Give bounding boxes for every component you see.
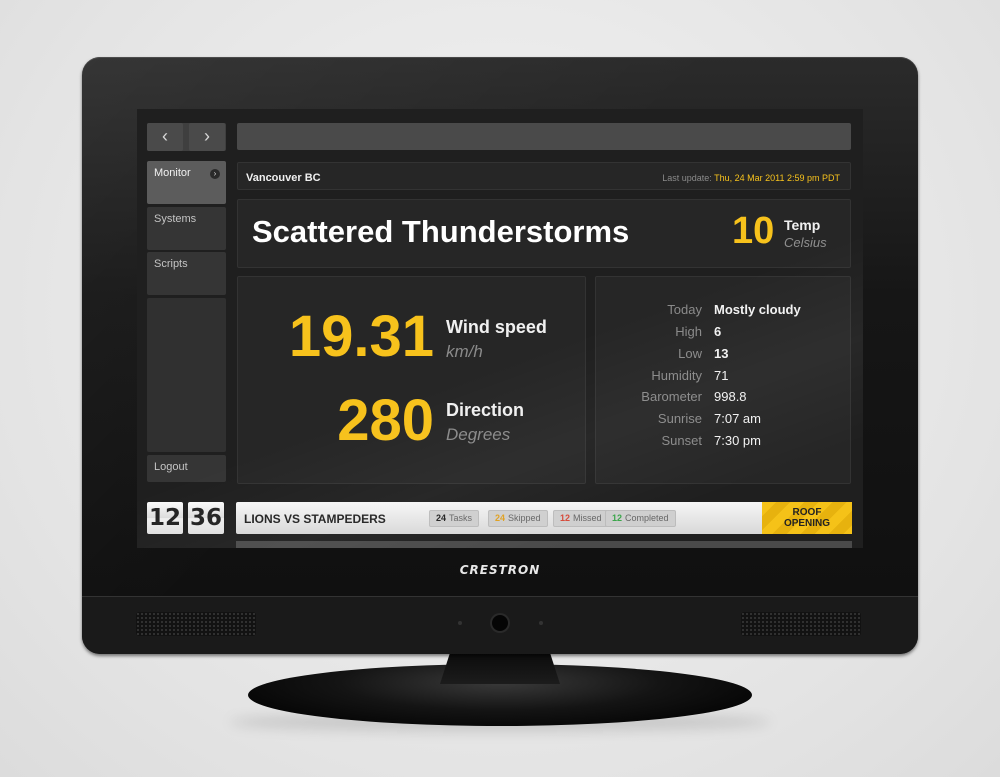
temperature-value: 10: [732, 210, 775, 252]
direction-label: Direction: [446, 400, 525, 420]
detail-row: Sunrise 7:07 am: [596, 411, 850, 432]
clock-minutes: 36: [188, 502, 224, 534]
stat-pill: 24 Skipped: [488, 510, 548, 527]
left-speaker-grille: [136, 612, 256, 636]
stat-count: 12: [560, 513, 571, 523]
details-panel: Today Mostly cloudy High 6 Low 13 Humidity 71 Ba…: [595, 276, 851, 484]
address-bar[interactable]: [237, 123, 851, 150]
wind-panel: 19.31 Wind speed km/h 280 Direction Degr…: [237, 276, 586, 484]
clock-hours: 12: [147, 502, 183, 534]
condition-panel: Scattered Thunderstorms 10 Temp Celsius: [237, 199, 851, 268]
sidebar-item-monitor[interactable]: Monitor ›: [147, 161, 226, 204]
detail-row: Sunset 7:30 pm: [596, 433, 850, 454]
detail-key: High: [675, 324, 702, 339]
detail-key: Low: [678, 346, 702, 361]
location-header: Vancouver BC Last update: Thu, 24 Mar 20…: [237, 162, 851, 190]
detail-key: Sunrise: [657, 411, 702, 426]
roof-opening-button[interactable]: ROOF OPENING: [762, 502, 852, 534]
detail-key: Today: [667, 302, 702, 317]
sidebar-item-logout[interactable]: Logout: [147, 455, 226, 482]
stat-count: 12: [612, 513, 623, 523]
back-button[interactable]: ‹: [147, 123, 183, 151]
stat-pill: 12 Missed: [553, 510, 609, 527]
chevron-left-icon: ‹: [162, 126, 168, 146]
sidebar-item-scripts[interactable]: Scripts: [147, 252, 226, 295]
last-update-label: Last update:: [662, 173, 712, 183]
sidebar-item-label: Monitor: [154, 167, 191, 179]
last-update-value: Thu, 24 Mar 2011 2:59 pm PDT: [714, 173, 840, 183]
sidebar-item-label: Systems: [154, 213, 197, 225]
detail-value: 71: [714, 368, 729, 383]
stat-pill: 24 Tasks: [429, 510, 480, 527]
wind-speed-unit: km/h: [446, 342, 483, 361]
direction-value: 280: [337, 388, 434, 453]
temperature-label: Temp: [784, 217, 821, 233]
indicator-light: [539, 621, 543, 625]
detail-value: 998.8: [714, 389, 747, 404]
event-ticker: LIONS VS STAMPEDERS 24 Tasks 24 Skipped 12 Mi…: [236, 502, 852, 534]
detail-row: Low 13: [596, 346, 850, 367]
stat-label: Skipped: [508, 513, 541, 523]
stat-label: Tasks: [449, 513, 473, 523]
detail-row: Barometer 998.8: [596, 389, 850, 410]
temperature-unit: Celsius: [784, 235, 827, 250]
detail-row: Humidity 71: [596, 368, 850, 389]
detail-value: 6: [714, 324, 722, 339]
touch-screen: ‹ › Monitor › Systems Scripts Logout Van…: [137, 109, 863, 548]
location-name: Vancouver BC: [246, 172, 321, 184]
chevron-right-icon: ›: [210, 169, 220, 179]
detail-value: 13: [714, 346, 729, 361]
wind-speed-value: 19.31: [288, 304, 434, 369]
detail-value: Mostly cloudy: [714, 302, 801, 317]
sidebar-spacer: [147, 298, 226, 452]
monitor-stand-neck: [440, 654, 560, 684]
detail-row: Today Mostly cloudy: [596, 302, 850, 323]
sidebar-item-label: Logout: [154, 461, 188, 473]
bottom-strip: [236, 541, 852, 548]
detail-row: High 6: [596, 324, 850, 345]
stat-count: 24: [495, 513, 506, 523]
stat-label: Completed: [625, 513, 669, 523]
detail-value: 7:07 am: [714, 411, 761, 426]
roof-label-line1: ROOF: [792, 507, 822, 518]
sidebar-item-label: Scripts: [154, 258, 188, 270]
chevron-right-icon: ›: [204, 126, 210, 146]
event-title: LIONS VS STAMPEDERS: [244, 512, 386, 526]
right-speaker-grille: [741, 612, 861, 636]
brand-logo: CRESTRON: [459, 563, 541, 577]
detail-key: Sunset: [661, 433, 702, 448]
camera-icon: [492, 615, 508, 631]
condition-title: Scattered Thunderstorms: [252, 214, 630, 249]
detail-value: 7:30 pm: [714, 433, 761, 448]
stat-count: 24: [436, 513, 447, 523]
last-update: Last update: Thu, 24 Mar 2011 2:59 pm PD…: [662, 173, 840, 183]
detail-key: Barometer: [641, 389, 702, 404]
stat-pill: 12 Completed: [605, 510, 676, 527]
indicator-light: [458, 621, 462, 625]
stat-label: Missed: [573, 513, 602, 523]
sidebar-item-systems[interactable]: Systems: [147, 207, 226, 250]
forward-button[interactable]: ›: [189, 123, 225, 151]
roof-label-line2: OPENING: [783, 518, 831, 529]
detail-key: Humidity: [651, 368, 702, 383]
wind-speed-label: Wind speed: [446, 317, 547, 337]
direction-unit: Degrees: [446, 425, 511, 444]
